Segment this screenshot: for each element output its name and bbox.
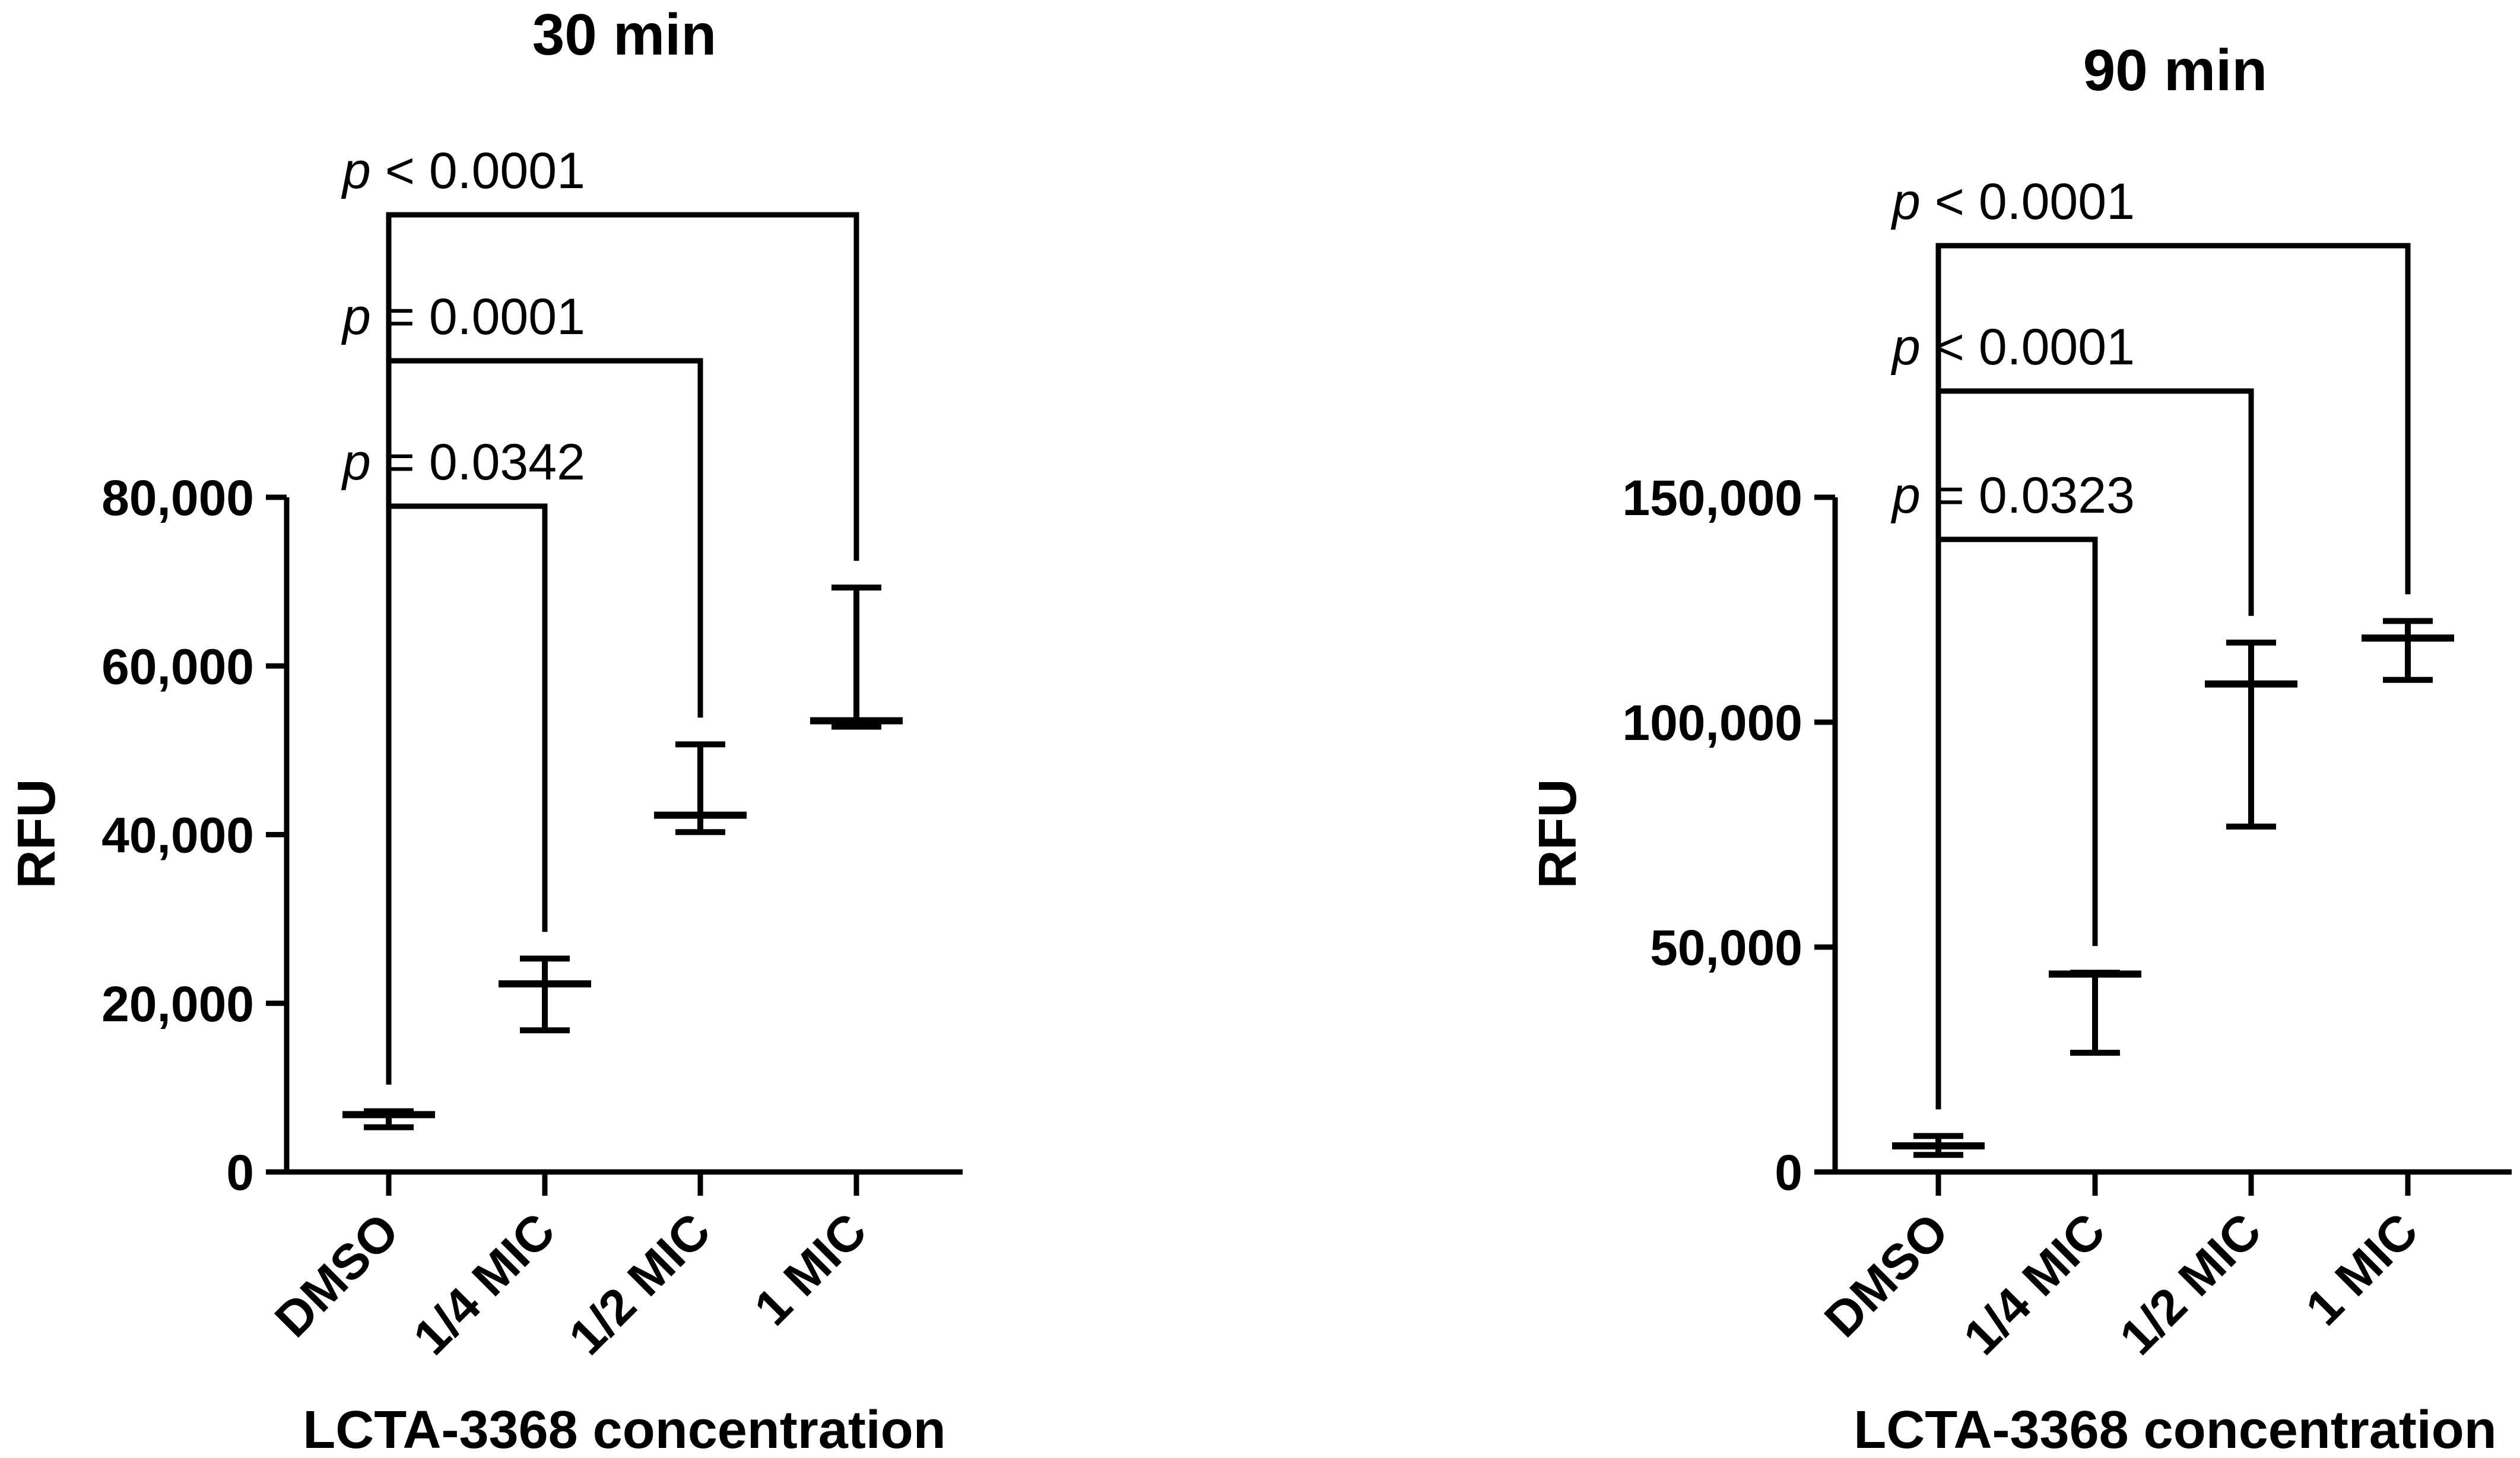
bracket-line — [1935, 243, 2411, 1110]
y-tick-label: 0 — [1775, 1145, 1802, 1200]
y-tick-label: 60,000 — [101, 639, 254, 694]
chart-title: 90 min — [2083, 37, 2267, 103]
x-tick-label: 1/2 MIC — [2109, 1202, 2271, 1365]
p-symbol: p — [341, 288, 371, 345]
significance-bracket: p < 0.0001 — [1890, 319, 2254, 1110]
bracket-line — [386, 212, 859, 1085]
y-tick-label: 150,000 — [1622, 470, 1802, 526]
y-tick-label: 0 — [226, 1145, 254, 1200]
x-tick-label: 1 MIC — [2295, 1202, 2429, 1336]
y-tick-label: 50,000 — [1650, 920, 1802, 976]
error-bar — [1892, 1133, 1985, 1158]
p-value-text: < 0.0001 — [371, 142, 585, 199]
y-axis-title: RFU — [1528, 779, 1588, 889]
error-bar — [499, 955, 591, 1034]
x-tick-label: 1/4 MIC — [402, 1202, 565, 1365]
error-bar — [654, 741, 747, 836]
error-bar — [342, 1108, 435, 1130]
p-symbol: p — [1890, 319, 1921, 376]
p-value-label: p < 0.0001 — [1890, 319, 2135, 376]
chart-title: 30 min — [532, 2, 716, 67]
p-value-label: p = 0.0323 — [1890, 467, 2135, 524]
y-tick-label: 100,000 — [1622, 695, 1802, 751]
error-bar — [2049, 970, 2141, 1056]
significance-bracket: p = 0.0001 — [341, 288, 703, 1085]
p-value-text: = 0.0001 — [371, 288, 585, 345]
p-symbol: p — [341, 434, 371, 491]
y-axis-title: RFU — [7, 779, 66, 889]
y-tick-label: 20,000 — [101, 976, 254, 1032]
x-tick-label: DMSO — [264, 1202, 410, 1348]
error-bar — [810, 585, 903, 730]
y-tick-label: 80,000 — [101, 470, 254, 526]
panel-30-min: 30 min RFU LCTA-3368 concentration 0 20,0… — [7, 2, 963, 1458]
x-axis-title: LCTA-3368 concentration — [1853, 1400, 2497, 1458]
x-tick-label: 1/2 MIC — [558, 1202, 721, 1365]
x-tick-label: 1 MIC — [744, 1202, 877, 1336]
significance-bracket: p < 0.0001 — [1890, 173, 2411, 1110]
y-tick-label: 40,000 — [101, 808, 254, 863]
p-value-text: < 0.0001 — [1921, 173, 2135, 230]
p-value-text: = 0.0342 — [371, 434, 585, 491]
p-symbol: p — [1890, 173, 1921, 230]
x-tick-label: DMSO — [1814, 1202, 1959, 1348]
p-value-label: p = 0.0001 — [341, 288, 585, 345]
p-symbol: p — [341, 142, 371, 199]
error-bar — [2205, 639, 2297, 830]
p-value-label: p = 0.0342 — [341, 434, 585, 491]
p-value-text: < 0.0001 — [1921, 319, 2135, 376]
panel-90-min: 90 min RFU LCTA-3368 concentration 0 50,0… — [1528, 37, 2512, 1458]
significance-bracket: p < 0.0001 — [341, 142, 859, 1085]
p-symbol: p — [1890, 467, 1921, 524]
p-value-text: = 0.0323 — [1921, 467, 2135, 524]
p-value-label: p < 0.0001 — [341, 142, 585, 199]
error-bar — [2362, 618, 2454, 683]
significance-bracket: p = 0.0323 — [1890, 467, 2135, 1110]
bracket-line — [386, 503, 548, 1085]
x-tick-label: 1/4 MIC — [1953, 1202, 2115, 1365]
bracket-line — [1935, 536, 2098, 1110]
p-value-label: p < 0.0001 — [1890, 173, 2135, 230]
x-axis-title: LCTA-3368 concentration — [303, 1400, 946, 1458]
